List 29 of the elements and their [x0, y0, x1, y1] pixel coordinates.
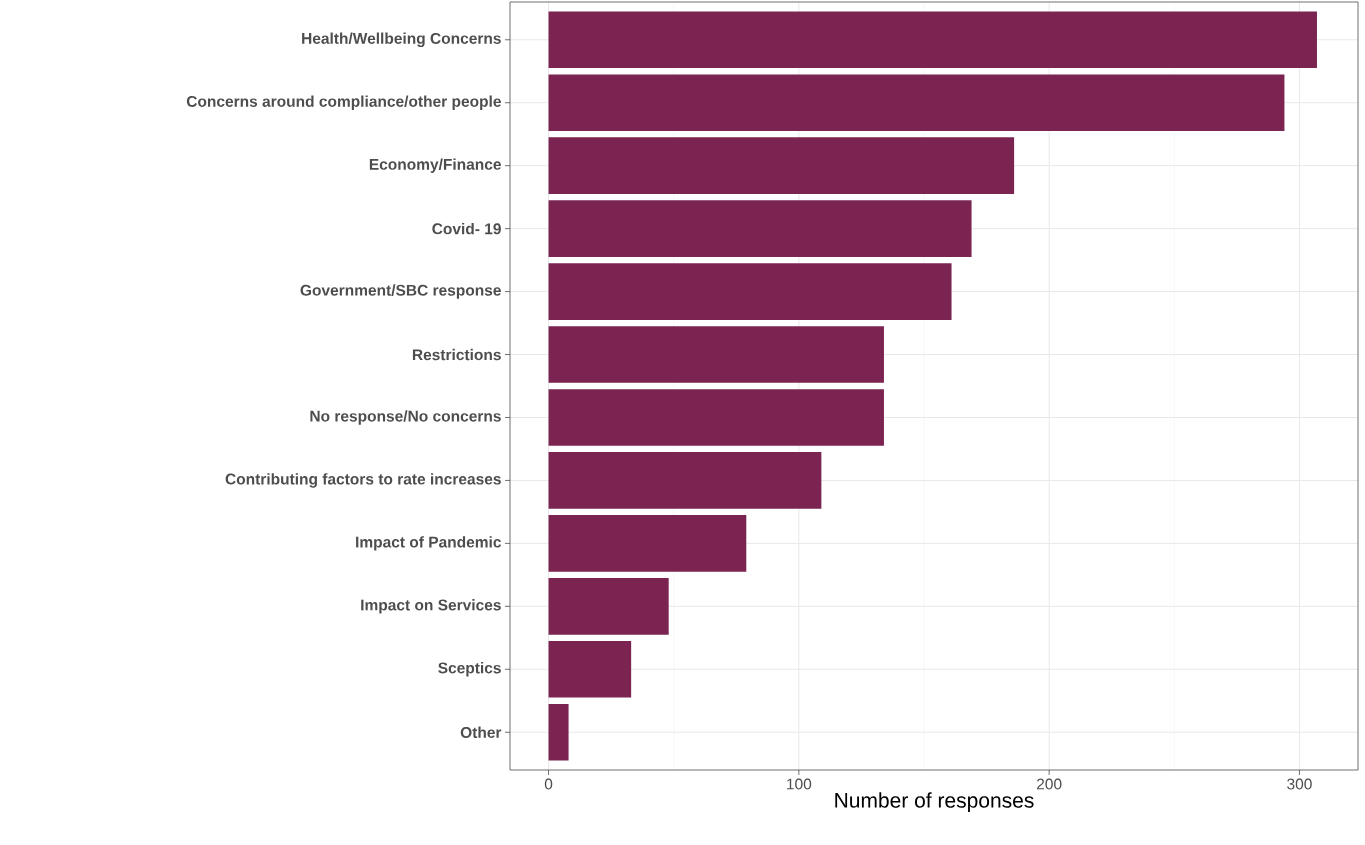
- bar: [548, 640, 632, 698]
- y-tick-label: Economy/Finance: [369, 158, 501, 173]
- x-axis-title: Number of responses: [835, 792, 1034, 812]
- y-tick-label: Covid- 19: [432, 222, 501, 235]
- bar: [548, 263, 952, 320]
- bar: [548, 326, 884, 383]
- y-tick-label: Restrictions: [412, 348, 501, 361]
- bar: [548, 578, 669, 635]
- bar: [548, 11, 1317, 69]
- y-tick-label: Concerns around compliance/other people: [186, 95, 501, 110]
- y-tick-label: Impact on Services: [361, 599, 501, 614]
- bar: [548, 452, 822, 509]
- bar: [548, 74, 1285, 132]
- bar: [548, 137, 1015, 194]
- y-tick-label: Government/SBC response: [300, 284, 501, 299]
- bar: [548, 515, 747, 572]
- bar: [548, 200, 972, 257]
- x-tick-label: 0: [544, 778, 553, 790]
- y-tick-label: Health/Wellbeing Concerns: [302, 32, 501, 48]
- x-tick-label: 100: [787, 778, 812, 790]
- x-tick-label: 200: [1037, 778, 1062, 790]
- y-tick-label: No response/No concerns: [310, 410, 501, 425]
- y-tick-label: Other: [460, 726, 502, 738]
- x-tick-label: 300: [1287, 778, 1312, 790]
- y-tick-label: Contributing factors to rate increases: [225, 473, 501, 488]
- bar: [548, 703, 569, 761]
- bar: [548, 389, 884, 446]
- y-tick-label: Impact of Pandemic: [356, 536, 502, 551]
- y-tick-label: Sceptics: [438, 662, 501, 677]
